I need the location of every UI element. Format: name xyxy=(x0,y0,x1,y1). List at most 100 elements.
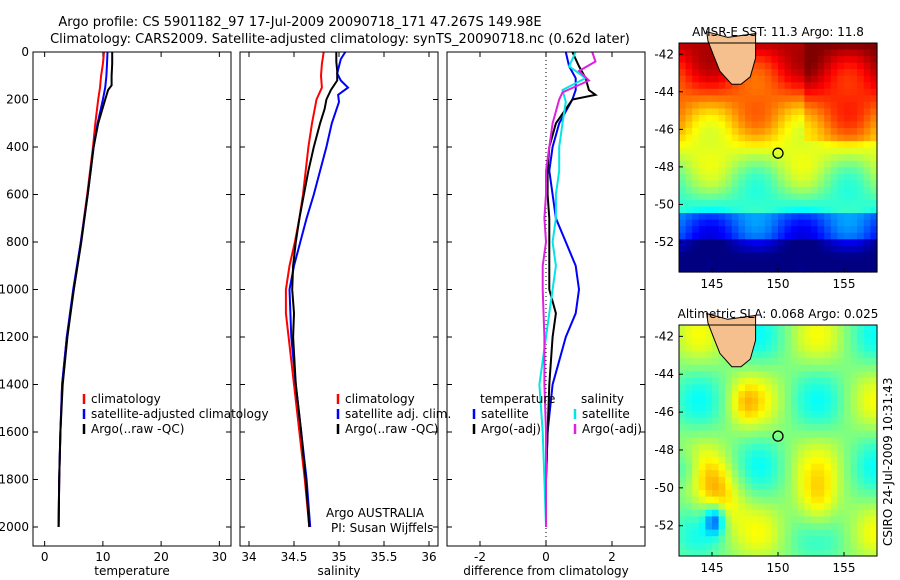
heatmap-cell xyxy=(771,331,779,339)
heatmap-cell xyxy=(764,463,772,471)
heatmap-cell xyxy=(850,358,858,366)
heatmap-cell xyxy=(791,450,799,458)
heatmap-cell xyxy=(712,430,720,438)
heatmap-cell xyxy=(837,134,845,142)
heatmap-cell xyxy=(698,536,706,544)
heatmap-cell xyxy=(844,338,852,346)
heatmap-cell xyxy=(725,417,733,425)
heatmap-cell xyxy=(738,490,746,498)
heatmap-cell xyxy=(705,391,713,399)
heatmap-cell xyxy=(698,167,706,175)
heatmap-cell xyxy=(857,523,865,531)
heatmap-cell xyxy=(764,101,772,110)
heatmap-cell xyxy=(850,128,858,136)
heatmap-cell xyxy=(698,75,706,83)
heatmap-cell xyxy=(705,134,713,142)
land-tasmania xyxy=(706,31,757,85)
heatmap-cell xyxy=(817,523,825,531)
heatmap-cell xyxy=(731,430,739,438)
heatmap-cell xyxy=(784,523,792,531)
heatmap-cell xyxy=(857,384,865,392)
heatmap-cell xyxy=(712,101,720,110)
heatmap-cell xyxy=(870,43,878,51)
heatmap-cell xyxy=(705,457,713,465)
heatmap-cell xyxy=(745,542,753,550)
difference-salinity-legend-label: Argo(-adj) xyxy=(582,422,642,436)
heatmap-cell xyxy=(857,351,865,359)
heatmap-cell xyxy=(725,114,733,123)
heatmap-cell xyxy=(830,397,838,405)
heatmap-cell xyxy=(738,496,746,504)
heatmap-cell xyxy=(797,206,805,214)
heatmap-cell xyxy=(830,523,838,531)
heatmap-cell xyxy=(679,542,687,550)
heatmap-cell xyxy=(738,186,746,195)
heatmap-cell xyxy=(738,180,746,188)
heatmap-cell xyxy=(692,536,700,544)
heatmap-cell xyxy=(830,417,838,425)
heatmap-cell xyxy=(712,173,720,181)
heatmap-cell xyxy=(718,200,726,208)
heatmap-cell xyxy=(738,193,746,201)
heatmap-cell xyxy=(784,121,792,129)
heatmap-cell xyxy=(692,213,700,221)
heatmap-cell xyxy=(791,206,799,214)
heatmap-cell xyxy=(797,476,805,484)
heatmap-cell xyxy=(685,180,693,188)
series-line-temperature-satellite xyxy=(545,51,581,527)
heatmap-cell xyxy=(797,331,805,339)
heatmap-cell xyxy=(778,490,786,498)
heatmap-cell xyxy=(731,252,739,260)
heatmap-cell xyxy=(758,364,766,372)
heatmap-cell xyxy=(804,443,812,451)
heatmap-cell xyxy=(679,134,687,142)
heatmap-cell xyxy=(751,523,759,531)
heatmap-cell xyxy=(725,252,733,260)
heatmap-cell xyxy=(837,410,845,418)
heatmap-cell xyxy=(804,424,812,432)
heatmap-cell xyxy=(817,75,825,83)
heatmap-cell xyxy=(778,536,786,544)
heatmap-cell xyxy=(718,141,726,149)
heatmap-cell xyxy=(863,391,871,399)
heatmap-cell xyxy=(725,95,733,103)
heatmap-cell xyxy=(705,75,713,83)
heatmap-cell xyxy=(797,258,805,267)
heatmap-cell xyxy=(705,397,713,405)
heatmap-cell xyxy=(791,430,799,438)
y-tick-label: -42 xyxy=(654,47,674,61)
heatmap-cell xyxy=(705,529,713,537)
heatmap-cell xyxy=(870,371,878,379)
heatmap-cell xyxy=(824,437,832,445)
heatmap-cell xyxy=(718,470,726,478)
heatmap-cell xyxy=(731,457,739,465)
heatmap-cell xyxy=(784,443,792,451)
heatmap-cell xyxy=(791,377,799,385)
heatmap-cell xyxy=(844,503,852,511)
heatmap-cell xyxy=(863,101,871,110)
heatmap-cell xyxy=(705,358,713,366)
heatmap-cell xyxy=(797,62,805,70)
heatmap-cell xyxy=(764,437,772,445)
heatmap-cell xyxy=(837,364,845,372)
heatmap-cell xyxy=(758,331,766,339)
heatmap-cell xyxy=(824,245,832,253)
heatmap-cell xyxy=(850,391,858,399)
heatmap-cell xyxy=(698,358,706,366)
heatmap-cell xyxy=(863,509,871,517)
heatmap-cell xyxy=(870,443,878,451)
heatmap-cell xyxy=(817,351,825,359)
heatmap-cell xyxy=(784,351,792,359)
heatmap-cell xyxy=(784,364,792,372)
heatmap-cell xyxy=(679,206,687,214)
heatmap-cell xyxy=(731,516,739,524)
heatmap-cell xyxy=(685,95,693,103)
heatmap-cell xyxy=(844,265,852,273)
heatmap-cell xyxy=(870,114,878,123)
heatmap-cell xyxy=(698,252,706,260)
heatmap-cell xyxy=(692,82,700,90)
heatmap-cell xyxy=(784,173,792,181)
heatmap-cell xyxy=(844,516,852,524)
heatmap-cell xyxy=(804,160,812,168)
heatmap-cell xyxy=(751,114,759,123)
